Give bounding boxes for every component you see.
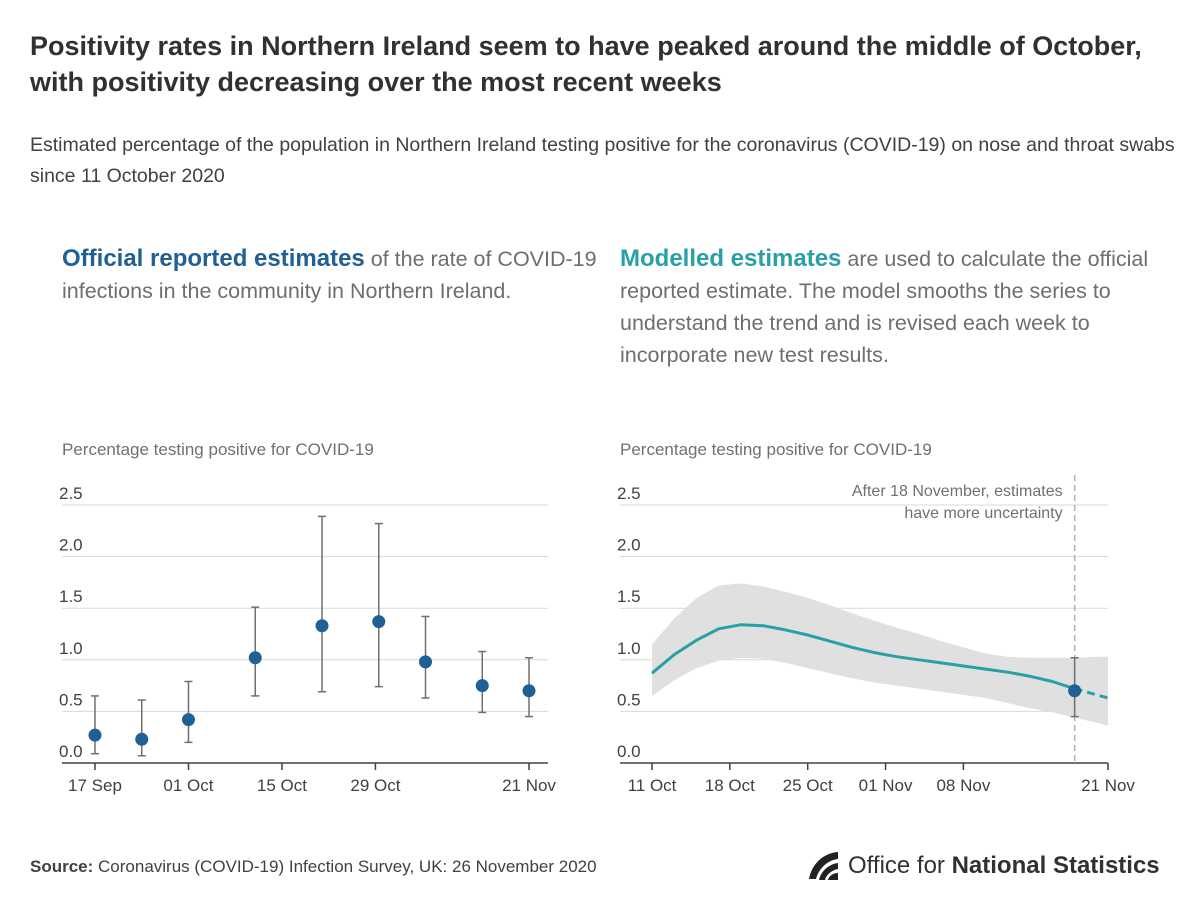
x-tick-label: 29 Oct (350, 776, 400, 795)
x-tick-label: 25 Oct (783, 776, 833, 795)
x-tick-label: 11 Oct (628, 776, 677, 795)
y-tick-label: 1.0 (617, 639, 641, 658)
estimate-point (372, 615, 386, 629)
y-tick-label: 2.0 (59, 536, 83, 555)
y-tick-label: 0.0 (59, 742, 83, 761)
y-tick-label: 2.5 (59, 484, 83, 503)
y-tick-label: 2.0 (617, 536, 641, 555)
chart-subtitle: Estimated percentage of the population i… (30, 134, 1175, 187)
source-note: Source: Coronavirus (COVID-19) Infection… (30, 857, 597, 877)
left-intro-text: of the rate of COVID-19 infections in th… (62, 247, 597, 303)
logo-bold: National Statistics (951, 852, 1160, 879)
right-intro-text: are used to calculate the official repor… (620, 247, 1149, 367)
y-tick-label: 1.5 (617, 587, 641, 606)
x-tick-label: 01 Oct (163, 776, 213, 795)
official-estimate-marker (1068, 684, 1082, 698)
modelled-estimate-line (651, 623, 1076, 691)
y-tick-label: 2.5 (617, 484, 641, 503)
x-tick-label: 21 Nov (1081, 776, 1135, 795)
ons-logo-text: Office for National Statistics (848, 852, 1160, 880)
uncertainty-annotation: have more uncertainty (904, 505, 1062, 522)
source-text: Coronavirus (COVID-19) Infection Survey,… (93, 857, 597, 876)
y-tick-label: 1.0 (59, 639, 83, 658)
estimate-point (475, 679, 489, 693)
x-tick-label: 01 Nov (859, 776, 913, 795)
right-intro-highlight: Modelled estimates (620, 245, 842, 272)
y-tick-label: 0.5 (59, 690, 83, 709)
right-chart-label: Percentage testing positive for COVID-19 (620, 440, 932, 459)
estimate-point (419, 655, 433, 669)
modelled-estimates-chart: 0.0 0.5 1.0 1.5 2.0 2.5 11 Oct 18 Oct 25 Oct 01 N… (617, 475, 1135, 795)
left-chart-label: Percentage testing positive for COVID-19 (62, 440, 374, 459)
ons-logo: Office for National Statistics (806, 848, 1160, 884)
estimate-point (522, 684, 536, 698)
x-tick-label: 15 Oct (257, 776, 307, 795)
estimate-point (135, 732, 149, 746)
x-tick-label: 08 Nov (936, 776, 990, 795)
x-tick-label: 21 Nov (502, 776, 556, 795)
estimate-point (181, 713, 195, 727)
source-label: Source: (30, 857, 94, 876)
estimate-point (248, 651, 262, 665)
y-tick-label: 0.0 (617, 742, 641, 761)
y-tick-label: 1.5 (59, 587, 83, 606)
chart-title: Positivity rates in Northern Ireland see… (30, 31, 1142, 97)
x-tick-label: 17 Sep (68, 776, 122, 795)
left-intro-highlight: Official reported estimates (62, 245, 365, 272)
modelled-estimate-line-uncertain (1074, 687, 1109, 700)
uncertainty-annotation: After 18 November, estimates (852, 483, 1063, 500)
right-panel-intro: Modelled estimates are used to calculate… (620, 243, 1155, 371)
estimate-point (315, 619, 329, 633)
left-panel-intro: Official reported estimates of the rate … (62, 243, 597, 307)
y-tick-label: 0.5 (617, 690, 641, 709)
logo-prefix: Office for (848, 852, 952, 879)
estimate-point (88, 728, 102, 742)
official-estimates-chart: 0.0 0.5 1.0 1.5 2.0 2.5 17 Sep 01 Oct 15 Oct 29 O… (59, 484, 556, 795)
ons-logo-icon (809, 852, 838, 880)
x-tick-label: 18 Oct (705, 776, 755, 795)
